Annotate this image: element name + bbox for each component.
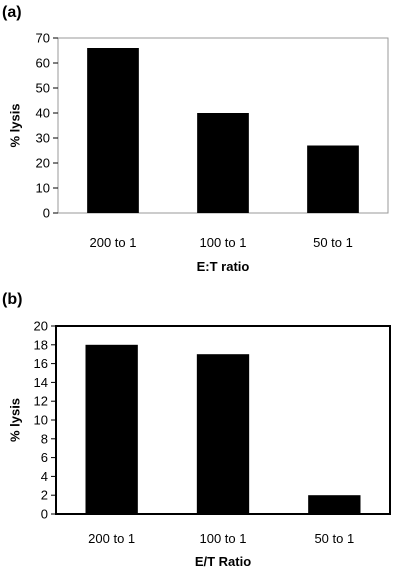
y-tick-label: 6 — [41, 450, 48, 465]
y-tick-label: 0 — [41, 507, 48, 522]
y-tick-label: 60 — [36, 56, 50, 71]
y-ticks-b: 0 2 4 6 8 10 12 14 16 18 20 — [34, 319, 56, 522]
x-categories-b: 200 to 1 100 to 1 50 to 1 — [88, 531, 354, 546]
x-axis-title-b: E/T Ratio — [195, 554, 251, 569]
bar-a-2 — [197, 113, 249, 213]
x-category-label: 50 to 1 — [314, 531, 354, 546]
bar-a-1 — [87, 48, 139, 213]
y-tick-label: 70 — [36, 31, 50, 46]
y-ticks-a: 0 10 20 30 40 50 60 70 — [36, 31, 58, 221]
bars-b — [85, 344, 361, 514]
y-tick-label: 10 — [34, 413, 48, 428]
chart-b: (b) 0 2 4 6 8 10 12 14 16 18 20 200 to 1 100 to 1 50… — [2, 291, 391, 569]
bar-b-3 — [308, 495, 361, 514]
y-tick-label: 8 — [41, 431, 48, 446]
y-axis-title-b: % lysis — [8, 398, 23, 442]
x-category-label: 100 to 1 — [200, 531, 247, 546]
x-category-label: 200 to 1 — [90, 235, 137, 250]
y-tick-label: 20 — [36, 156, 50, 171]
y-tick-label: 16 — [34, 356, 48, 371]
y-tick-label: 30 — [36, 131, 50, 146]
x-axis-title-a: E:T ratio — [197, 259, 250, 274]
x-category-label: 50 to 1 — [313, 235, 353, 250]
y-tick-label: 10 — [36, 181, 50, 196]
chart-a: (a) 0 10 20 30 40 50 60 70 200 to 1 100 to 1 50 t… — [2, 4, 389, 274]
y-axis-title-a: % lysis — [8, 103, 23, 147]
y-tick-label: 40 — [36, 106, 50, 121]
bar-b-2 — [196, 354, 250, 514]
bar-b-1 — [85, 344, 138, 514]
bar-a-3 — [307, 145, 359, 213]
y-tick-label: 0 — [43, 206, 50, 221]
y-tick-label: 4 — [41, 469, 48, 484]
y-tick-label: 18 — [34, 337, 48, 352]
x-category-label: 200 to 1 — [88, 531, 135, 546]
panel-label-a: (a) — [2, 4, 22, 21]
y-tick-label: 14 — [34, 375, 48, 390]
bars-a — [87, 48, 359, 213]
y-tick-label: 20 — [34, 319, 48, 334]
y-tick-label: 12 — [34, 394, 48, 409]
x-categories-a: 200 to 1 100 to 1 50 to 1 — [90, 235, 353, 250]
y-tick-label: 2 — [41, 488, 48, 503]
panel-label-b: (b) — [2, 291, 22, 308]
x-category-label: 100 to 1 — [200, 235, 247, 250]
y-tick-label: 50 — [36, 81, 50, 96]
